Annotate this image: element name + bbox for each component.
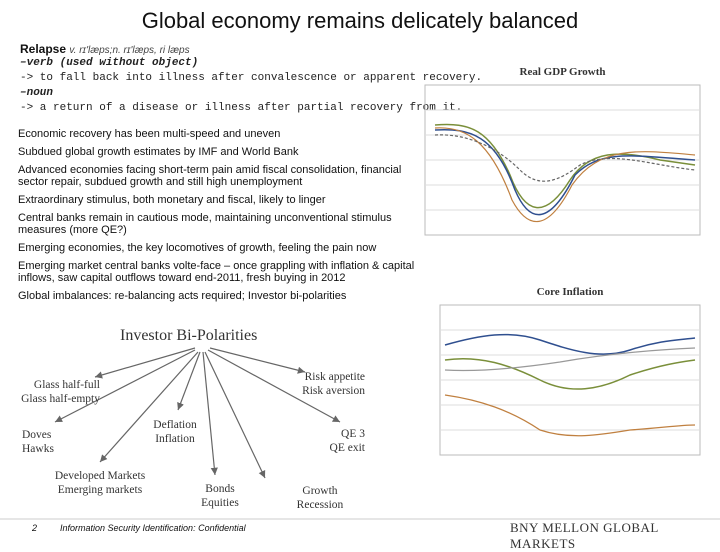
definition-line: -> a return of a disease or illness afte… (20, 102, 463, 114)
definition: Relapse v. rɪ'læps;n. rɪ'læps, ri læps –… (20, 42, 482, 116)
arrow (202, 351, 218, 476)
node-line: Deflation (153, 419, 197, 431)
node-line: Emerging markets (57, 484, 143, 496)
diagram-node: Deflation Inflation (140, 418, 210, 446)
node-line: Bonds (205, 483, 235, 495)
arrow (207, 349, 341, 423)
chart-title: Core Inflation (536, 286, 604, 298)
node-line: Glass half-empty (21, 393, 100, 405)
word: Relapse (20, 42, 67, 56)
pronunciation: v. rɪ'læps;n. rɪ'læps, ri læps (69, 45, 190, 56)
node-line: Doves (22, 429, 52, 441)
node-line: Risk aversion (302, 385, 365, 397)
diagram-hub: Investor Bi-Polarities (120, 327, 258, 344)
arrow (54, 349, 196, 423)
node-line: QE 3 (341, 428, 365, 440)
node-line: Equities (201, 497, 239, 509)
node-line: QE exit (329, 442, 365, 454)
arrow (177, 351, 201, 411)
node-line: Growth (302, 485, 338, 497)
bullet-list: Economic recovery has been multi-speed a… (18, 128, 418, 308)
arrow (99, 351, 199, 463)
node-line: Recession (296, 499, 344, 511)
definition-line: –verb (used without object) (20, 57, 199, 69)
diagram-arrows (0, 84, 720, 520)
inflation-chart (439, 304, 701, 456)
page-number: 2 (32, 523, 38, 533)
node-line: Developed Markets (54, 470, 146, 482)
chart-title: Real GDP Growth (519, 66, 606, 78)
diagram-node: Glass half-full Glass half-empty (15, 378, 100, 406)
slide: Global economy remains delicately balanc… (0, 8, 720, 551)
node-line: Risk appetite (304, 371, 365, 383)
bullet: Advanced economies facing short-term pai… (18, 164, 402, 188)
diagram-node: Developed Markets Emerging markets (40, 469, 160, 497)
node-line: Inflation (155, 433, 195, 445)
bullet: Emerging market central banks volte-face… (18, 260, 415, 284)
definition-line: –noun (20, 87, 54, 99)
classification: Information Security Identification: Con… (60, 523, 246, 533)
gdp-chart (424, 84, 701, 236)
arrow (94, 347, 196, 379)
arrow (209, 347, 306, 374)
bullet: Emerging economies, the key locomotives … (18, 242, 377, 254)
bullet: Subdued global growth estimates by IMF a… (18, 146, 299, 158)
diagram-node: Growth Recession (280, 484, 360, 512)
bullet: Economic recovery has been multi-speed a… (18, 128, 281, 140)
bullet: Extraordinary stimulus, both monetary an… (18, 194, 326, 206)
diagram-node: QE 3 QE exit (305, 427, 365, 455)
node-line: Glass half-full (33, 379, 100, 391)
arrow (204, 351, 266, 479)
diagram-node: Doves Hawks (22, 428, 82, 456)
definition-line: -> to fall back into illness after conva… (20, 72, 483, 84)
bullet: Central banks remain in cautious mode, m… (18, 212, 392, 236)
node-line: Hawks (22, 443, 54, 455)
definition-lines: –verb (used without object) -> to fall ba… (20, 56, 482, 116)
slide-title: Global economy remains delicately balanc… (141, 8, 579, 33)
bullet: Global imbalances: re-balancing acts req… (18, 290, 347, 302)
diagram-node: Bonds Equities (190, 482, 250, 510)
brand: BNY MELLON GLOBAL MARKETS (510, 520, 659, 551)
diagram-node: Risk appetite Risk aversion (275, 370, 365, 398)
